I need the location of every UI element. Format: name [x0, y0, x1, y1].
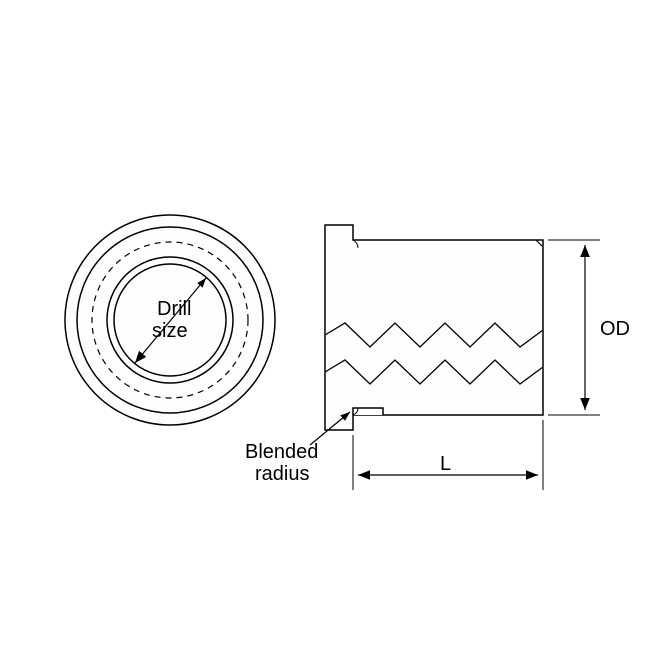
diagram-container: Drill size Blended radius — [0, 0, 670, 670]
blended-label-1: Blended — [245, 441, 318, 463]
blended-radius-label: Blended radius — [245, 441, 324, 485]
l-dimension: L — [353, 420, 543, 490]
blended-label-2: radius — [255, 463, 309, 485]
engineering-diagram: Drill size Blended radius — [0, 0, 670, 670]
bushing-outline — [325, 225, 543, 430]
drill-label-2: size — [152, 320, 188, 342]
side-view: Blended radius — [245, 225, 543, 485]
front-view: Drill size — [65, 215, 275, 425]
drill-label-1: Drill — [157, 298, 191, 320]
l-label: L — [440, 453, 451, 475]
od-dimension: OD — [548, 240, 630, 415]
od-label: OD — [600, 318, 630, 340]
